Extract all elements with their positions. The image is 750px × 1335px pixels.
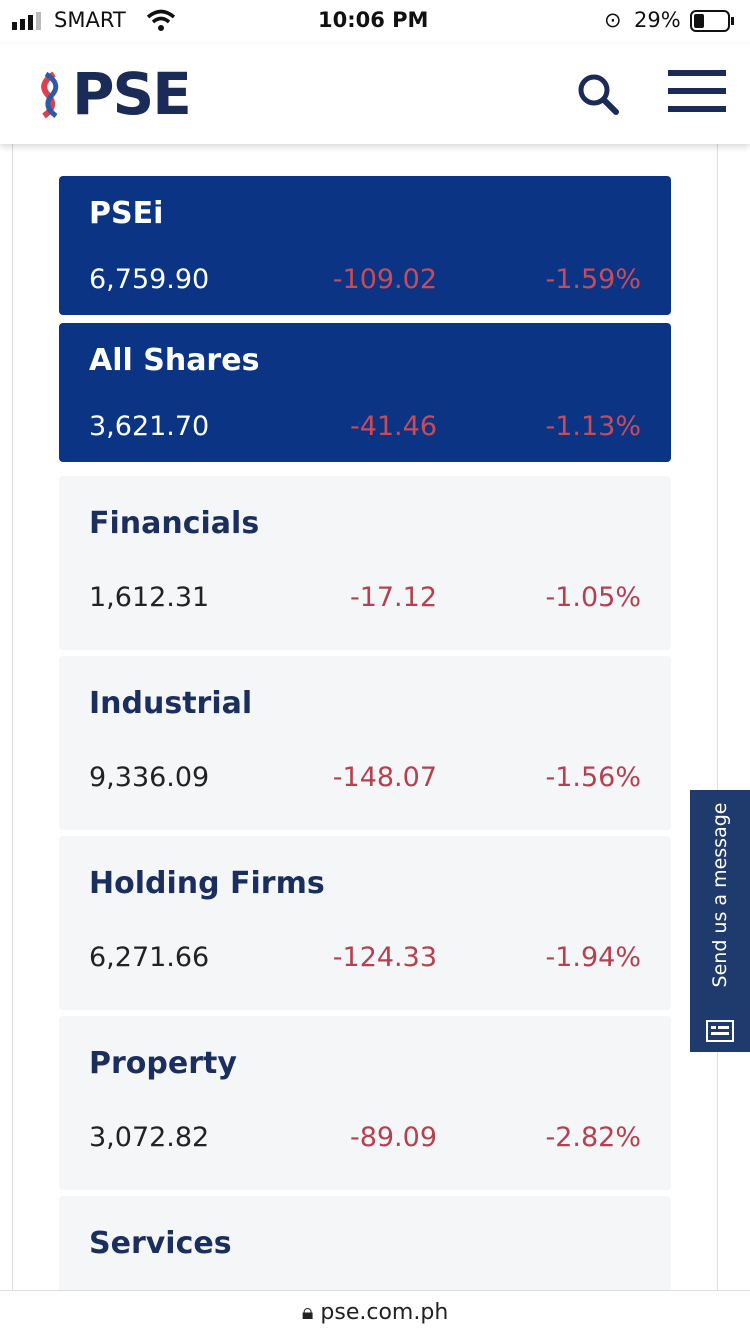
index-name: Services xyxy=(89,1226,232,1261)
time: 10:06 PM xyxy=(318,8,429,32)
index-change: -109.02 xyxy=(332,264,437,295)
message-icon xyxy=(706,1020,734,1042)
search-icon[interactable] xyxy=(576,72,620,116)
indices-list: PSEi 6,759.90 -109.02 -1.59% All Shares 3,621… xyxy=(12,144,718,1290)
menu-icon[interactable] xyxy=(668,70,726,114)
index-percent: -1.05% xyxy=(545,582,641,613)
url[interactable]: pse.com.ph xyxy=(320,1300,449,1325)
index-card[interactable]: All Shares 3,621.70 -41.46 -1.13% xyxy=(59,323,671,462)
battery-percent: 29% xyxy=(634,8,681,32)
lock-rotation-icon: ⊙ xyxy=(604,8,622,32)
carrier: SMART xyxy=(54,8,126,32)
index-card[interactable]: Property 3,072.82 -89.09 -2.82% xyxy=(59,1016,671,1190)
index-card[interactable]: PSEi 6,759.90 -109.02 -1.59% xyxy=(59,176,671,315)
status-bar: SMART 10:06 PM ⊙ 29% xyxy=(0,0,750,44)
index-value: 6,271.66 xyxy=(89,942,210,973)
index-percent: -1.56% xyxy=(545,762,641,793)
index-percent: -1.13% xyxy=(545,411,641,442)
logo-mark xyxy=(41,71,59,119)
index-percent: -1.59% xyxy=(545,264,641,295)
index-name: Financials xyxy=(89,506,260,541)
logo-text[interactable]: PSE xyxy=(72,60,192,128)
index-value: 3,072.82 xyxy=(89,1122,210,1153)
index-value: 3,621.70 xyxy=(89,411,210,442)
index-name: PSEi xyxy=(89,196,164,231)
send-message-tab[interactable]: Send us a message xyxy=(690,790,750,1052)
send-message-label[interactable]: Send us a message xyxy=(709,802,731,988)
index-percent: -2.82% xyxy=(545,1122,641,1153)
index-name: Industrial xyxy=(89,686,253,721)
index-change: -124.33 xyxy=(332,942,437,973)
index-card[interactable]: Industrial 9,336.09 -148.07 -1.56% xyxy=(59,656,671,830)
index-percent: -1.94% xyxy=(545,942,641,973)
index-value: 6,759.90 xyxy=(89,264,210,295)
header: PSE xyxy=(0,44,750,144)
index-change: -148.07 xyxy=(332,762,437,793)
lock-icon: 🔒︎ xyxy=(301,1300,321,1325)
index-value: 9,336.09 xyxy=(89,762,210,793)
wifi-icon xyxy=(146,9,176,31)
index-name: Holding Firms xyxy=(89,866,325,901)
signal-icon xyxy=(12,12,41,30)
battery-icon xyxy=(690,10,734,32)
index-card[interactable]: Financials 1,612.31 -17.12 -1.05% xyxy=(59,476,671,650)
index-card[interactable]: Services xyxy=(59,1196,671,1290)
index-name: Property xyxy=(89,1046,237,1081)
index-name: All Shares xyxy=(89,343,260,378)
index-card[interactable]: Holding Firms 6,271.66 -124.33 -1.94% xyxy=(59,836,671,1010)
index-change: -41.46 xyxy=(349,411,437,442)
index-change: -89.09 xyxy=(349,1122,437,1153)
index-value: 1,612.31 xyxy=(89,582,210,613)
url-bar[interactable]: 🔒︎ pse.com.ph xyxy=(0,1290,750,1335)
index-change: -17.12 xyxy=(349,582,437,613)
